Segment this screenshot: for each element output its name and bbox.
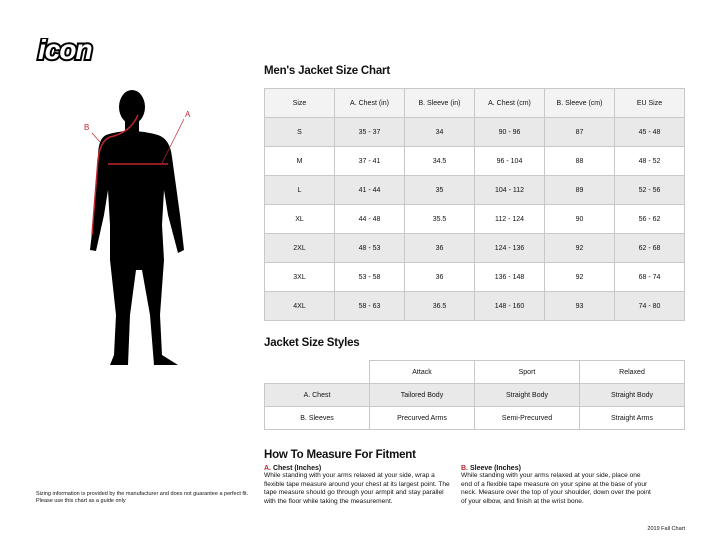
table-cell: 36 <box>404 262 475 292</box>
table-cell: 34 <box>404 117 475 147</box>
table-cell: 45 - 48 <box>614 117 685 147</box>
table-cell: 36.5 <box>404 291 475 321</box>
table-cell: Straight Arms <box>579 406 685 430</box>
sleeve-letter: B. <box>461 465 468 472</box>
table-row: XL 44 - 48 35.5 112 - 124 90 56 - 62 <box>264 204 685 234</box>
header-cell: A. Chest (cm) <box>474 88 545 118</box>
table-cell: 53 - 58 <box>334 262 405 292</box>
table-cell: L <box>264 175 335 205</box>
table-cell: 36 <box>404 233 475 263</box>
table-cell: 68 - 74 <box>614 262 685 292</box>
sleeve-heading: Sleeve (Inches) <box>469 465 521 472</box>
table-cell: 136 - 148 <box>474 262 545 292</box>
table-cell: 34.5 <box>404 146 475 176</box>
table-cell: 92 <box>544 233 615 263</box>
label-a: A <box>185 110 191 119</box>
table-cell: 90 - 96 <box>474 117 545 147</box>
table-row: M 37 - 41 34.5 96 - 104 88 48 - 52 <box>264 146 685 176</box>
table-cell: 74 - 80 <box>614 291 685 321</box>
table-cell: B. Sleeves <box>264 406 370 430</box>
table-cell: 48 - 52 <box>614 146 685 176</box>
table-cell: 90 <box>544 204 615 234</box>
size-chart-title: Men's Jacket Size Chart <box>264 65 390 77</box>
styles-title: Jacket Size Styles <box>264 337 360 349</box>
table-row: 4XL 58 - 63 36.5 148 - 160 93 74 - 80 <box>264 291 685 321</box>
body-silhouette-figure: B A <box>70 85 210 385</box>
table-cell: 88 <box>544 146 615 176</box>
table-cell: 2XL <box>264 233 335 263</box>
header-cell: B. Sleeve (in) <box>404 88 475 118</box>
disclaimer: Sizing information is provided by the ma… <box>36 491 249 504</box>
table-cell: 56 - 62 <box>614 204 685 234</box>
sleeve-instructions: B. Sleeve (Inches) While standing with y… <box>461 465 653 506</box>
table-cell: 148 - 160 <box>474 291 545 321</box>
table-cell: 4XL <box>264 291 335 321</box>
table-cell: Semi-Precurved <box>474 406 580 430</box>
header-cell: Attack <box>369 360 475 384</box>
table-cell: 93 <box>544 291 615 321</box>
sleeve-text: While standing with your arms relaxed at… <box>461 472 651 505</box>
table-cell: 35 - 37 <box>334 117 405 147</box>
header-cell: Sport <box>474 360 580 384</box>
chest-instructions: A. Chest (Inches) While standing with yo… <box>264 465 456 506</box>
table-cell: 48 - 53 <box>334 233 405 263</box>
table-cell: M <box>264 146 335 176</box>
label-b: B <box>84 123 89 132</box>
table-row: B. Sleeves Precurved Arms Semi-Precurved St… <box>264 406 685 430</box>
table-cell: XL <box>264 204 335 234</box>
table-cell: Straight Body <box>579 383 685 407</box>
chest-letter: A. <box>264 465 271 472</box>
table-row: 3XL 53 - 58 36 136 - 148 92 68 - 74 <box>264 262 685 292</box>
table-cell: 87 <box>544 117 615 147</box>
table-row: A. Chest Tailored Body Straight Body Straig… <box>264 383 685 407</box>
table-cell: 92 <box>544 262 615 292</box>
table-cell: 58 - 63 <box>334 291 405 321</box>
table-cell: 112 - 124 <box>474 204 545 234</box>
table-cell: 35 <box>404 175 475 205</box>
table-header-row: Attack Sport Relaxed <box>264 360 685 384</box>
styles-table: Attack Sport Relaxed A. Chest Tailored Bo… <box>264 360 685 430</box>
table-cell: Straight Body <box>474 383 580 407</box>
table-cell: 35.5 <box>404 204 475 234</box>
table-cell: 41 - 44 <box>334 175 405 205</box>
table-cell: Precurved Arms <box>369 406 475 430</box>
size-chart-table: Size A. Chest (in) B. Sleeve (in) A. Che… <box>264 88 685 321</box>
table-cell: 44 - 48 <box>334 204 405 234</box>
header-cell: Relaxed <box>579 360 685 384</box>
table-cell: A. Chest <box>264 383 370 407</box>
table-cell: Tailored Body <box>369 383 475 407</box>
table-row: L 41 - 44 35 104 - 112 89 52 - 56 <box>264 175 685 205</box>
table-cell: 104 - 112 <box>474 175 545 205</box>
header-cell: Size <box>264 88 335 118</box>
table-cell: 124 - 136 <box>474 233 545 263</box>
brand-logo: icon <box>36 32 148 69</box>
table-cell: 96 - 104 <box>474 146 545 176</box>
table-row: S 35 - 37 34 90 - 96 87 45 - 48 <box>264 117 685 147</box>
table-cell: 89 <box>544 175 615 205</box>
table-cell: 37 - 41 <box>334 146 405 176</box>
header-cell: A. Chest (in) <box>334 88 405 118</box>
table-cell: 3XL <box>264 262 335 292</box>
table-header-row: Size A. Chest (in) B. Sleeve (in) A. Che… <box>264 88 685 118</box>
edition-label: 2019 Fall Chart <box>647 526 685 532</box>
table-cell: S <box>264 117 335 147</box>
chest-heading: Chest (Inches) <box>272 465 322 472</box>
table-row: 2XL 48 - 53 36 124 - 136 92 62 - 68 <box>264 233 685 263</box>
header-cell: B. Sleeve (cm) <box>544 88 615 118</box>
table-cell: 62 - 68 <box>614 233 685 263</box>
chest-text: While standing with your arms relaxed at… <box>264 472 450 505</box>
logo-wordmark: icon <box>38 38 92 64</box>
measure-title: How To Measure For Fitment <box>264 449 416 461</box>
header-cell: EU Size <box>614 88 685 118</box>
table-cell: 52 - 56 <box>614 175 685 205</box>
